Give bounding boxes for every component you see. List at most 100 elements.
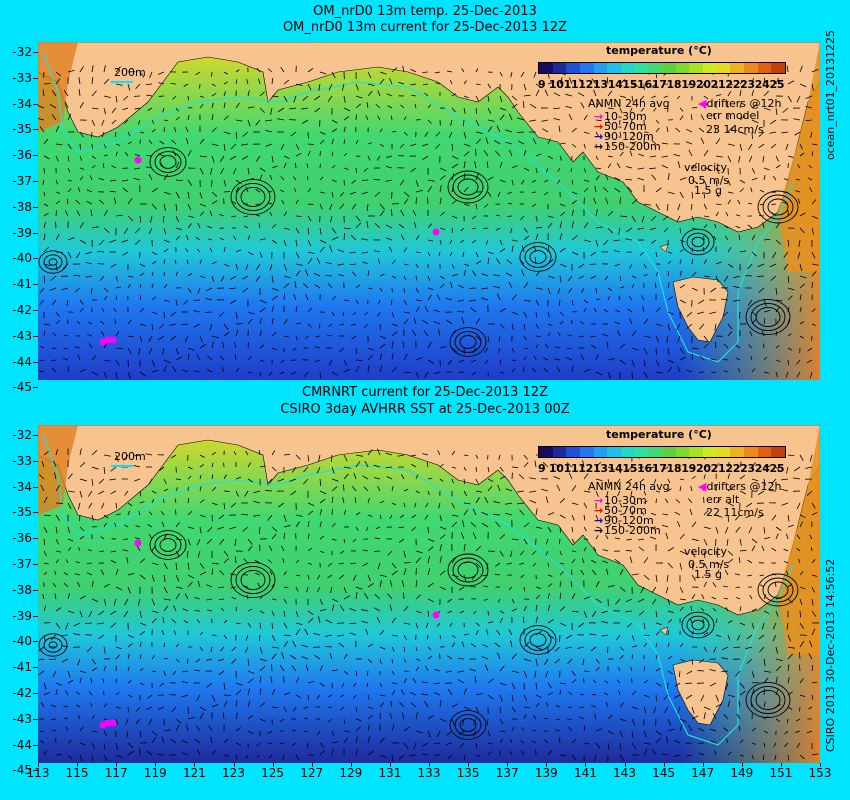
current-vector <box>100 569 105 576</box>
current-vector <box>163 642 166 648</box>
current-vector <box>591 705 597 708</box>
current-vector <box>355 140 359 145</box>
current-vector <box>739 311 741 319</box>
current-vector <box>325 274 333 277</box>
current-vector <box>307 547 312 552</box>
current-vector <box>247 342 249 349</box>
current-vector <box>247 311 255 315</box>
current-vector <box>545 670 549 678</box>
current-vector <box>379 574 387 578</box>
current-vector <box>739 101 742 109</box>
current-vector <box>571 143 577 148</box>
current-vector <box>618 689 621 696</box>
current-vector <box>739 690 746 696</box>
current-vector <box>328 83 333 91</box>
current-vector <box>78 546 81 552</box>
current-vector <box>307 307 313 313</box>
current-vector <box>547 634 555 639</box>
current-vector <box>235 622 241 625</box>
current-vector <box>746 658 753 664</box>
current-vector <box>303 371 309 377</box>
current-vector <box>807 347 813 352</box>
current-vector <box>403 263 409 266</box>
current-vector <box>242 287 249 293</box>
current-vector <box>307 510 314 516</box>
current-vector <box>495 227 501 231</box>
current-vector <box>377 311 381 317</box>
colorbar-swatch <box>689 63 704 73</box>
current-vector <box>603 692 609 696</box>
current-vector <box>39 730 45 733</box>
drifters-label-2: ◀drifters @12h <box>698 481 782 492</box>
current-vector <box>640 95 645 101</box>
current-vector <box>475 83 481 85</box>
current-vector <box>43 323 50 326</box>
current-vector <box>775 107 778 115</box>
current-vector <box>197 749 201 756</box>
current-vector <box>77 354 81 361</box>
current-vector <box>421 143 429 147</box>
current-vector <box>391 754 394 762</box>
current-vector <box>235 700 238 708</box>
current-vector <box>64 717 69 720</box>
current-vector <box>86 572 93 576</box>
current-vector <box>787 306 790 313</box>
current-vector <box>545 550 549 556</box>
current-vector <box>51 718 57 720</box>
current-vector <box>709 311 717 315</box>
current-vector <box>451 642 455 648</box>
current-vector <box>725 738 729 744</box>
current-vector <box>781 488 789 492</box>
current-vector <box>292 706 297 712</box>
current-vector <box>343 737 348 744</box>
current-vector <box>99 275 105 281</box>
current-vector <box>367 736 371 744</box>
current-vector <box>421 742 429 747</box>
current-vector <box>631 742 637 750</box>
current-vector <box>533 355 537 361</box>
current-vector <box>667 610 674 613</box>
current-vector <box>79 167 85 170</box>
current-vector <box>115 502 118 509</box>
current-vector <box>703 179 707 187</box>
current-vector <box>159 323 165 329</box>
current-vector <box>377 562 381 570</box>
current-vector <box>79 307 84 313</box>
current-vector <box>643 622 646 629</box>
depth-legend-row: →90-120m <box>594 514 654 527</box>
current-vector <box>770 275 777 281</box>
current-vector <box>553 463 561 468</box>
current-vector <box>475 203 478 210</box>
lon-tick <box>820 763 821 767</box>
current-vector <box>739 538 742 546</box>
current-vector <box>151 730 158 736</box>
current-vector <box>811 83 814 91</box>
current-vector <box>391 191 393 199</box>
current-vector <box>127 283 131 289</box>
current-vector <box>763 77 766 85</box>
lon-tick <box>741 763 743 767</box>
current-vector <box>571 550 577 552</box>
current-vector <box>787 95 792 103</box>
current-vector <box>700 607 705 612</box>
current-vector <box>175 724 180 732</box>
current-vector <box>811 215 819 220</box>
current-vector <box>187 706 189 714</box>
current-vector <box>763 478 766 486</box>
current-vector <box>571 754 577 761</box>
current-vector <box>475 335 482 341</box>
current-vector <box>436 730 441 738</box>
current-vector <box>522 366 525 373</box>
eddy-ring <box>745 681 791 719</box>
current-vector <box>715 211 719 217</box>
current-vector <box>547 526 552 533</box>
depth-legend-row: →10-30m <box>594 110 647 123</box>
current-vector <box>518 474 525 480</box>
current-vector <box>487 335 490 343</box>
current-vector <box>199 203 207 207</box>
current-vector <box>723 370 729 373</box>
lon-tick <box>77 763 79 767</box>
depth-legend-label: 50-70m <box>604 120 647 133</box>
current-vector <box>713 646 717 653</box>
current-vector <box>554 358 561 361</box>
